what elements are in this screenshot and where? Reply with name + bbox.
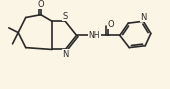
Text: O: O	[107, 20, 114, 29]
Text: NH: NH	[89, 31, 100, 40]
Text: N: N	[140, 13, 147, 22]
Text: N: N	[62, 50, 69, 59]
Text: O: O	[37, 0, 44, 9]
Text: S: S	[63, 12, 68, 21]
